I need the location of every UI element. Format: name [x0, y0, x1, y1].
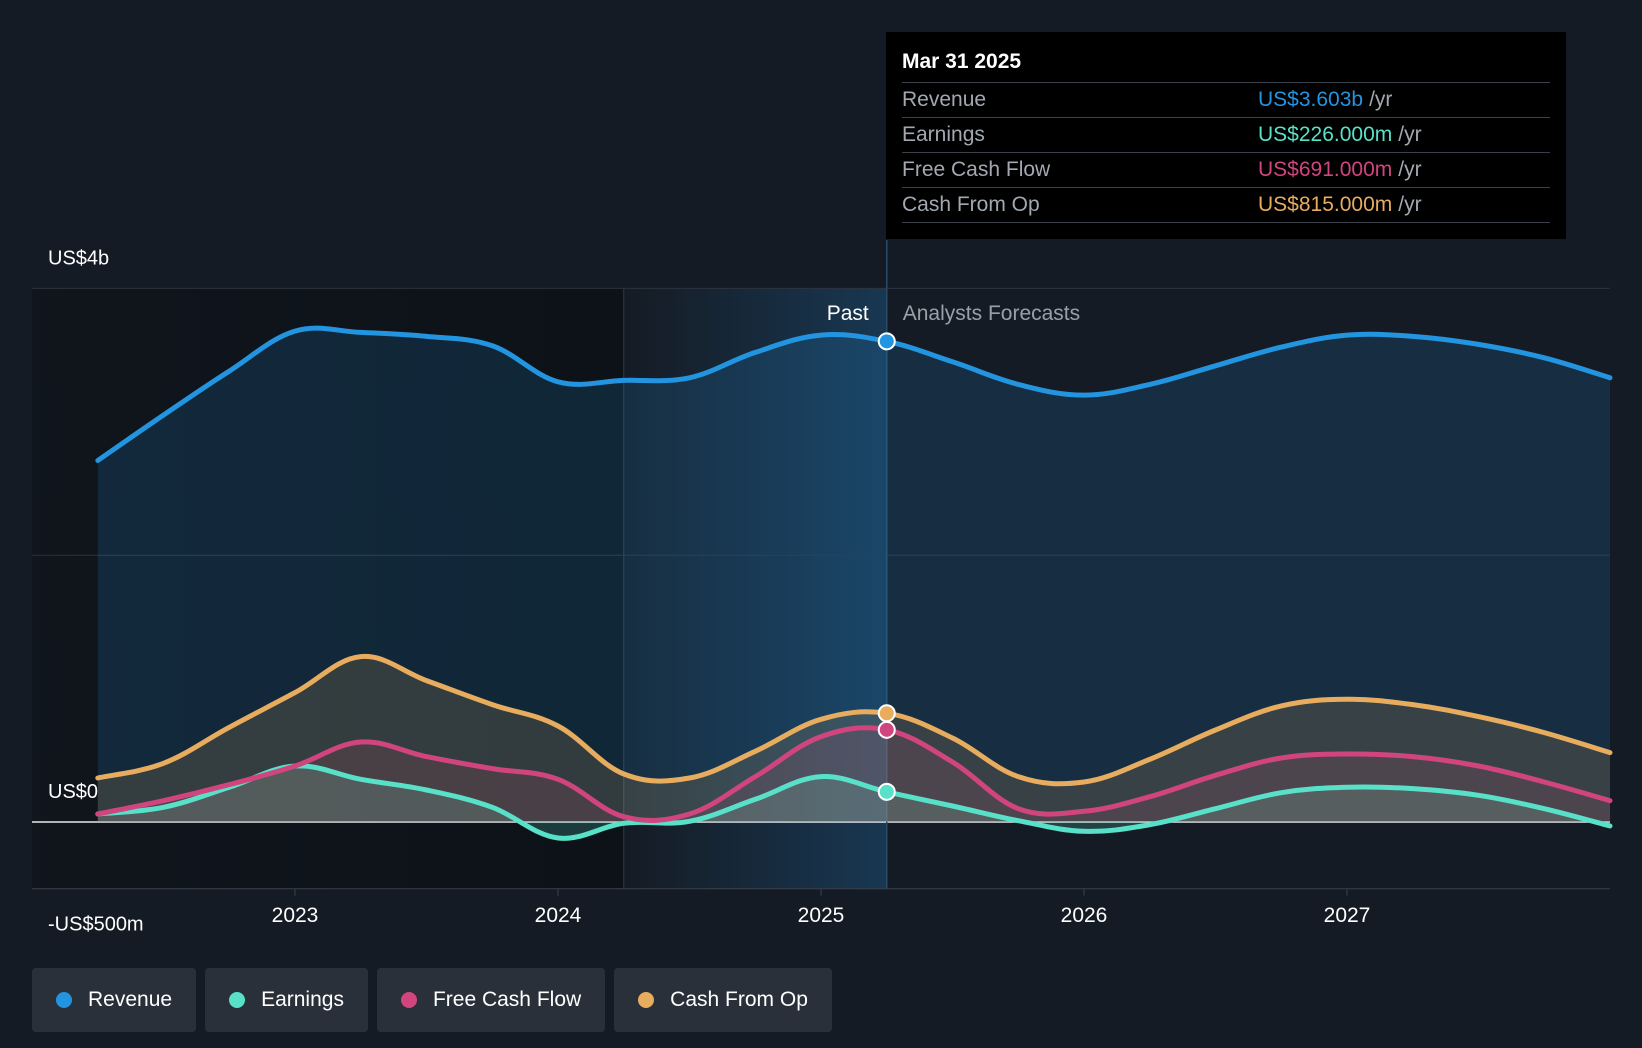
past-shade: [32, 288, 624, 889]
tooltip-row: Free Cash Flow US$691.000m/yr: [902, 152, 1550, 187]
tooltip-row-label: Free Cash Flow: [902, 158, 1051, 181]
tooltip-row: Cash From Op US$815.000m/yr: [902, 187, 1550, 223]
tooltip-row: Earnings US$226.000m/yr: [902, 117, 1550, 152]
selection-highlight: [623, 288, 887, 889]
line-earnings: [95, 763, 1613, 841]
legend-item-cash-from-op[interactable]: Cash From Op: [614, 968, 832, 1032]
tooltip-row-value: US$815.000m: [1258, 193, 1393, 216]
tooltip-row-value: US$691.000m: [1258, 158, 1393, 181]
forecast-label: Analysts Forecasts: [903, 302, 1080, 325]
legend-label: Earnings: [261, 988, 344, 1011]
legend-label: Cash From Op: [670, 988, 808, 1011]
tooltip-row: Revenue US$3.603b/yr: [902, 82, 1550, 117]
legend: Revenue Earnings Free Cash Flow Cash From O…: [32, 968, 832, 1032]
legend-label: Free Cash Flow: [432, 988, 582, 1011]
y-tick-label: US$0: [48, 781, 98, 803]
marker-earnings: [877, 782, 896, 801]
x-tick-label: 2023: [272, 904, 319, 927]
line-revenue: [95, 325, 1613, 463]
legend-label: Revenue: [88, 988, 173, 1011]
line-free-cash-flow: [95, 725, 1613, 823]
legend-item-earnings[interactable]: Earnings: [205, 968, 368, 1032]
line-cash-from-op: [95, 654, 1613, 787]
legend-dot-icon: [400, 992, 417, 1008]
marker-cash-from-op: [877, 704, 896, 723]
tooltip-row-label: Earnings: [902, 123, 985, 146]
tooltip-panel: Mar 31 2025 Revenue US$3.603b/yr Earnings U…: [886, 32, 1566, 239]
legend-item-free-cash-flow[interactable]: Free Cash Flow: [376, 968, 606, 1032]
x-tick-label: 2024: [535, 904, 582, 927]
tooltip-row-value: US$3.603b: [1258, 88, 1364, 111]
tooltip-date: Mar 31 2025: [902, 50, 1022, 73]
x-tick-label: 2025: [798, 904, 845, 927]
area-cash-from-op: [97, 656, 1610, 822]
tooltip-row-unit: /yr: [1398, 158, 1422, 181]
legend-dot-icon: [638, 992, 655, 1008]
legend-item-revenue[interactable]: Revenue: [32, 968, 197, 1032]
legend-dot-icon: [229, 992, 246, 1008]
area-free-cash-flow: [97, 727, 1610, 822]
tooltip-row-unit: /yr: [1369, 88, 1393, 111]
area-earnings: [97, 765, 1610, 839]
y-tick-label: -US$500m: [48, 914, 144, 936]
past-label: Past: [827, 302, 869, 325]
tooltip-row-value: US$226.000m: [1258, 123, 1393, 146]
y-tick-label: US$4b: [48, 247, 109, 269]
x-tick-label: 2026: [1061, 904, 1108, 927]
marker-revenue: [877, 332, 896, 351]
marker-free-cash-flow: [877, 720, 896, 739]
tooltip-row-label: Cash From Op: [902, 193, 1040, 216]
tooltip-row-unit: /yr: [1398, 123, 1422, 146]
tooltip-row-label: Revenue: [902, 88, 987, 111]
legend-dot-icon: [56, 992, 72, 1008]
tooltip-row-unit: /yr: [1398, 193, 1422, 216]
x-tick-label: 2027: [1324, 904, 1371, 927]
